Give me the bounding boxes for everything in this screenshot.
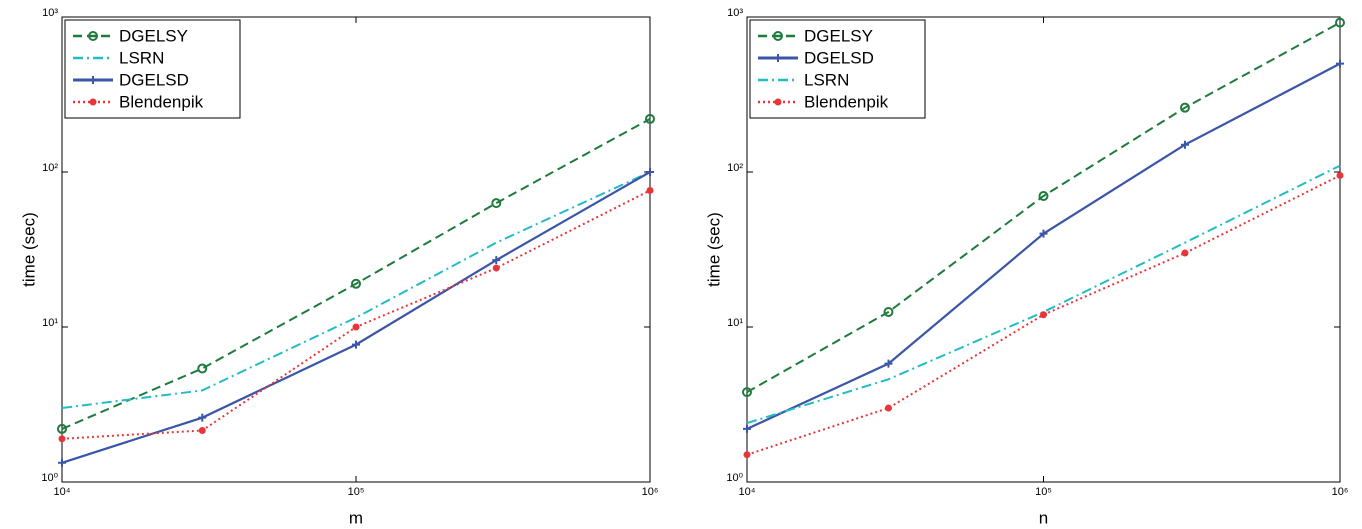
y-axis-label: time (sec) — [19, 212, 38, 287]
legend-label: Blendenpik — [804, 92, 889, 111]
marker — [1180, 140, 1189, 149]
marker — [1179, 102, 1190, 113]
y-axis-label: time (sec) — [704, 212, 723, 287]
x-axis-label: m — [349, 508, 363, 527]
series-line — [61, 171, 651, 410]
legend-label: Blendenpik — [119, 92, 204, 111]
legend-label: DGELSY — [119, 26, 188, 45]
y-tick-label: 10¹ — [727, 317, 743, 329]
marker — [492, 256, 501, 265]
x-tick-label: 10⁵ — [1035, 486, 1052, 498]
y-tick-label: 10¹ — [42, 317, 58, 329]
series-line — [746, 21, 1341, 394]
marker — [58, 435, 66, 443]
series-line — [61, 118, 651, 430]
marker — [884, 359, 893, 368]
marker — [198, 413, 207, 422]
marker — [352, 340, 360, 349]
marker — [352, 323, 360, 331]
legend-marker — [88, 31, 98, 41]
marker — [1336, 59, 1344, 68]
marker — [1040, 311, 1047, 319]
legend-marker — [89, 76, 97, 84]
legend-label: DGELSD — [119, 70, 189, 89]
marker — [884, 404, 892, 412]
legend-marker — [89, 98, 97, 106]
marker — [491, 198, 502, 209]
y-tick-label: 10³ — [42, 7, 58, 19]
x-tick-label: 10⁶ — [1332, 486, 1349, 498]
legend-marker — [774, 98, 782, 106]
marker — [1038, 191, 1049, 202]
marker — [645, 113, 655, 124]
x-tick-label: 10⁵ — [348, 486, 365, 498]
marker — [351, 278, 361, 289]
x-tick-label: 10⁶ — [642, 486, 659, 498]
marker — [1335, 17, 1345, 28]
y-tick-label: 10³ — [727, 7, 743, 19]
x-axis-label: n — [1039, 508, 1048, 527]
marker — [58, 458, 66, 467]
marker — [743, 451, 751, 459]
y-tick-label: 10² — [727, 162, 743, 174]
x-tick-label: 10⁴ — [739, 486, 756, 498]
legend-label: DGELSD — [804, 48, 874, 67]
y-tick-label: 10² — [42, 162, 58, 174]
y-tick-label: 10⁰ — [41, 472, 58, 484]
legend-label: LSRN — [804, 70, 849, 89]
marker — [1336, 171, 1344, 179]
marker — [197, 363, 208, 374]
y-tick-label: 10⁰ — [726, 472, 743, 484]
legend-label: LSRN — [119, 48, 164, 67]
x-tick-label: 10⁴ — [54, 486, 71, 498]
legend-label: DGELSY — [804, 26, 873, 45]
marker — [57, 423, 67, 434]
legend-marker — [773, 31, 783, 41]
marker — [743, 424, 751, 433]
marker — [1039, 229, 1048, 238]
marker — [198, 426, 206, 434]
legend-marker — [774, 54, 782, 62]
marker — [1181, 249, 1189, 257]
marker — [646, 168, 654, 176]
marker — [742, 387, 752, 398]
marker — [883, 306, 894, 317]
marker — [492, 264, 500, 272]
marker — [646, 186, 654, 194]
